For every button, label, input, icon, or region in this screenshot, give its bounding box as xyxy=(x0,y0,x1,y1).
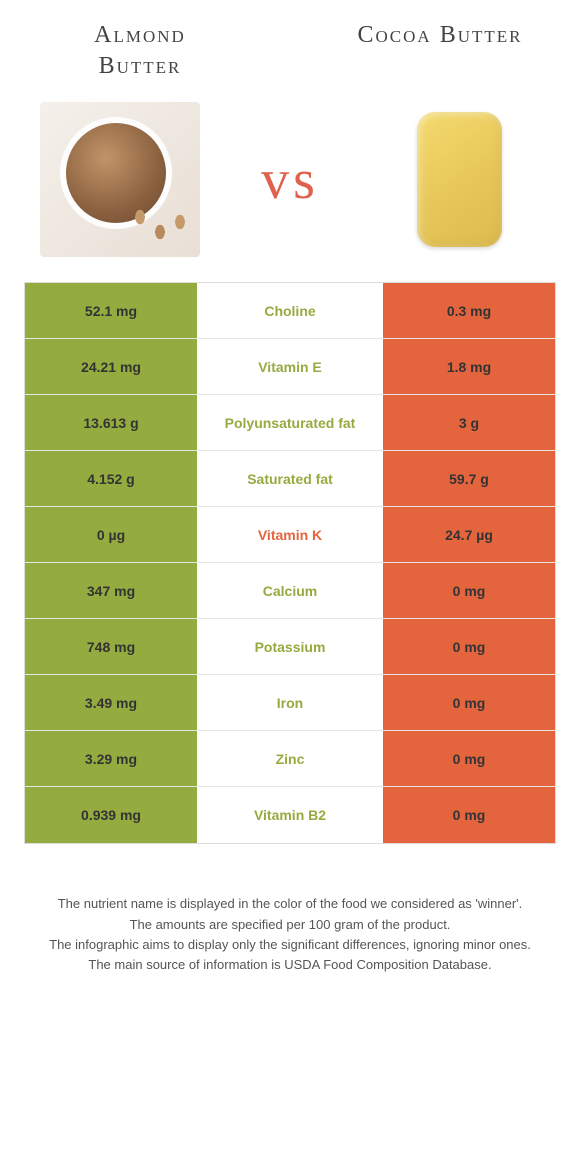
images-row: vs xyxy=(20,102,560,257)
left-value: 24.21 mg xyxy=(25,339,197,394)
header: Almond Butter Cocoa Butter xyxy=(20,20,560,82)
right-value: 0 mg xyxy=(383,675,555,730)
nutrient-name: Vitamin K xyxy=(197,507,383,562)
comparison-table: 52.1 mgCholine0.3 mg24.21 mgVitamin E1.8… xyxy=(24,282,556,844)
table-row: 748 mgPotassium0 mg xyxy=(25,619,555,675)
right-value: 3 g xyxy=(383,395,555,450)
nutrient-name: Potassium xyxy=(197,619,383,674)
cocoa-butter-image xyxy=(380,102,540,257)
table-row: 0 µgVitamin K24.7 µg xyxy=(25,507,555,563)
nutrient-name: Vitamin E xyxy=(197,339,383,394)
right-value: 0.3 mg xyxy=(383,283,555,338)
left-value: 52.1 mg xyxy=(25,283,197,338)
right-value: 0 mg xyxy=(383,563,555,618)
right-value: 59.7 g xyxy=(383,451,555,506)
left-value: 748 mg xyxy=(25,619,197,674)
table-row: 24.21 mgVitamin E1.8 mg xyxy=(25,339,555,395)
left-value: 0.939 mg xyxy=(25,787,197,843)
footer-line: The infographic aims to display only the… xyxy=(40,935,540,955)
right-value: 0 mg xyxy=(383,619,555,674)
left-value: 0 µg xyxy=(25,507,197,562)
nutrient-name: Calcium xyxy=(197,563,383,618)
right-value: 0 mg xyxy=(383,731,555,786)
footer-notes: The nutrient name is displayed in the co… xyxy=(20,844,560,975)
table-row: 347 mgCalcium0 mg xyxy=(25,563,555,619)
left-value: 3.49 mg xyxy=(25,675,197,730)
footer-line: The nutrient name is displayed in the co… xyxy=(40,894,540,914)
nutrient-name: Saturated fat xyxy=(197,451,383,506)
nutrient-name: Polyunsaturated fat xyxy=(197,395,383,450)
nutrient-name: Iron xyxy=(197,675,383,730)
table-row: 52.1 mgCholine0.3 mg xyxy=(25,283,555,339)
title-left: Almond Butter xyxy=(50,20,230,82)
right-value: 24.7 µg xyxy=(383,507,555,562)
nutrient-name: Zinc xyxy=(197,731,383,786)
left-value: 347 mg xyxy=(25,563,197,618)
table-row: 13.613 gPolyunsaturated fat3 g xyxy=(25,395,555,451)
vs-label: vs xyxy=(261,148,319,212)
left-value: 3.29 mg xyxy=(25,731,197,786)
cocoa-block-shape xyxy=(417,112,502,247)
nutrient-name: Choline xyxy=(197,283,383,338)
table-row: 4.152 gSaturated fat59.7 g xyxy=(25,451,555,507)
right-value: 1.8 mg xyxy=(383,339,555,394)
almond-butter-image xyxy=(40,102,200,257)
title-right: Cocoa Butter xyxy=(350,20,530,51)
table-row: 3.29 mgZinc0 mg xyxy=(25,731,555,787)
left-value: 13.613 g xyxy=(25,395,197,450)
right-value: 0 mg xyxy=(383,787,555,843)
footer-line: The main source of information is USDA F… xyxy=(40,955,540,975)
left-value: 4.152 g xyxy=(25,451,197,506)
footer-line: The amounts are specified per 100 gram o… xyxy=(40,915,540,935)
nutrient-name: Vitamin B2 xyxy=(197,787,383,843)
table-row: 0.939 mgVitamin B20 mg xyxy=(25,787,555,843)
table-row: 3.49 mgIron0 mg xyxy=(25,675,555,731)
